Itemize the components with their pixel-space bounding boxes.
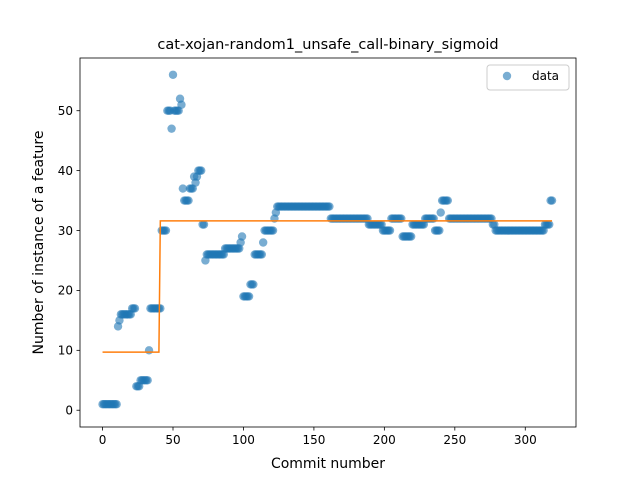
data-point: [437, 208, 445, 216]
data-point: [197, 166, 205, 174]
data-point: [444, 196, 452, 204]
y-tick-label: 40: [58, 164, 73, 178]
data-point: [145, 346, 153, 354]
x-tick-label: 0: [99, 433, 107, 447]
data-point: [259, 238, 267, 246]
legend-label-data: data: [532, 69, 559, 83]
x-tick-label: 100: [232, 433, 255, 447]
y-tick-label: 30: [58, 224, 73, 238]
x-tick-label: 150: [302, 433, 325, 447]
data-point: [112, 400, 120, 408]
y-axis: 0 10 20 30 40 50: [58, 104, 80, 418]
data-point: [258, 250, 266, 258]
chart-title: cat-xojan-random1_unsafe_call-binary_sig…: [157, 37, 498, 53]
y-tick-label: 0: [65, 404, 73, 418]
legend: data: [487, 65, 569, 90]
fit-line: [103, 221, 553, 352]
data-point: [269, 226, 277, 234]
legend-marker-data: [503, 72, 511, 80]
chart-marks: [98, 71, 556, 409]
data-point: [131, 304, 139, 312]
x-axis-label: Commit number: [271, 456, 385, 472]
data-point: [167, 124, 175, 132]
data-point: [249, 280, 257, 288]
x-tick-label: 250: [443, 433, 466, 447]
x-tick-label: 300: [514, 433, 537, 447]
data-point: [548, 196, 556, 204]
data-point: [184, 196, 192, 204]
y-tick-label: 50: [58, 104, 73, 118]
data-point: [169, 71, 177, 79]
y-tick-label: 10: [58, 344, 73, 358]
data-point: [238, 232, 246, 240]
data-point: [162, 226, 170, 234]
x-axis: 0 50 100 150 200 250 300: [99, 427, 537, 447]
data-point: [245, 292, 253, 300]
data-point: [156, 304, 164, 312]
data-point: [386, 226, 394, 234]
data-point: [143, 376, 151, 384]
x-tick-label: 200: [373, 433, 396, 447]
data-point: [325, 202, 333, 210]
y-tick-label: 20: [58, 284, 73, 298]
plot-frame: [80, 58, 576, 427]
data-point: [177, 101, 185, 109]
data-point: [407, 232, 415, 240]
data-point: [435, 226, 443, 234]
x-tick-label: 50: [165, 433, 180, 447]
y-axis-label: Number of instance of a feature: [31, 131, 47, 355]
